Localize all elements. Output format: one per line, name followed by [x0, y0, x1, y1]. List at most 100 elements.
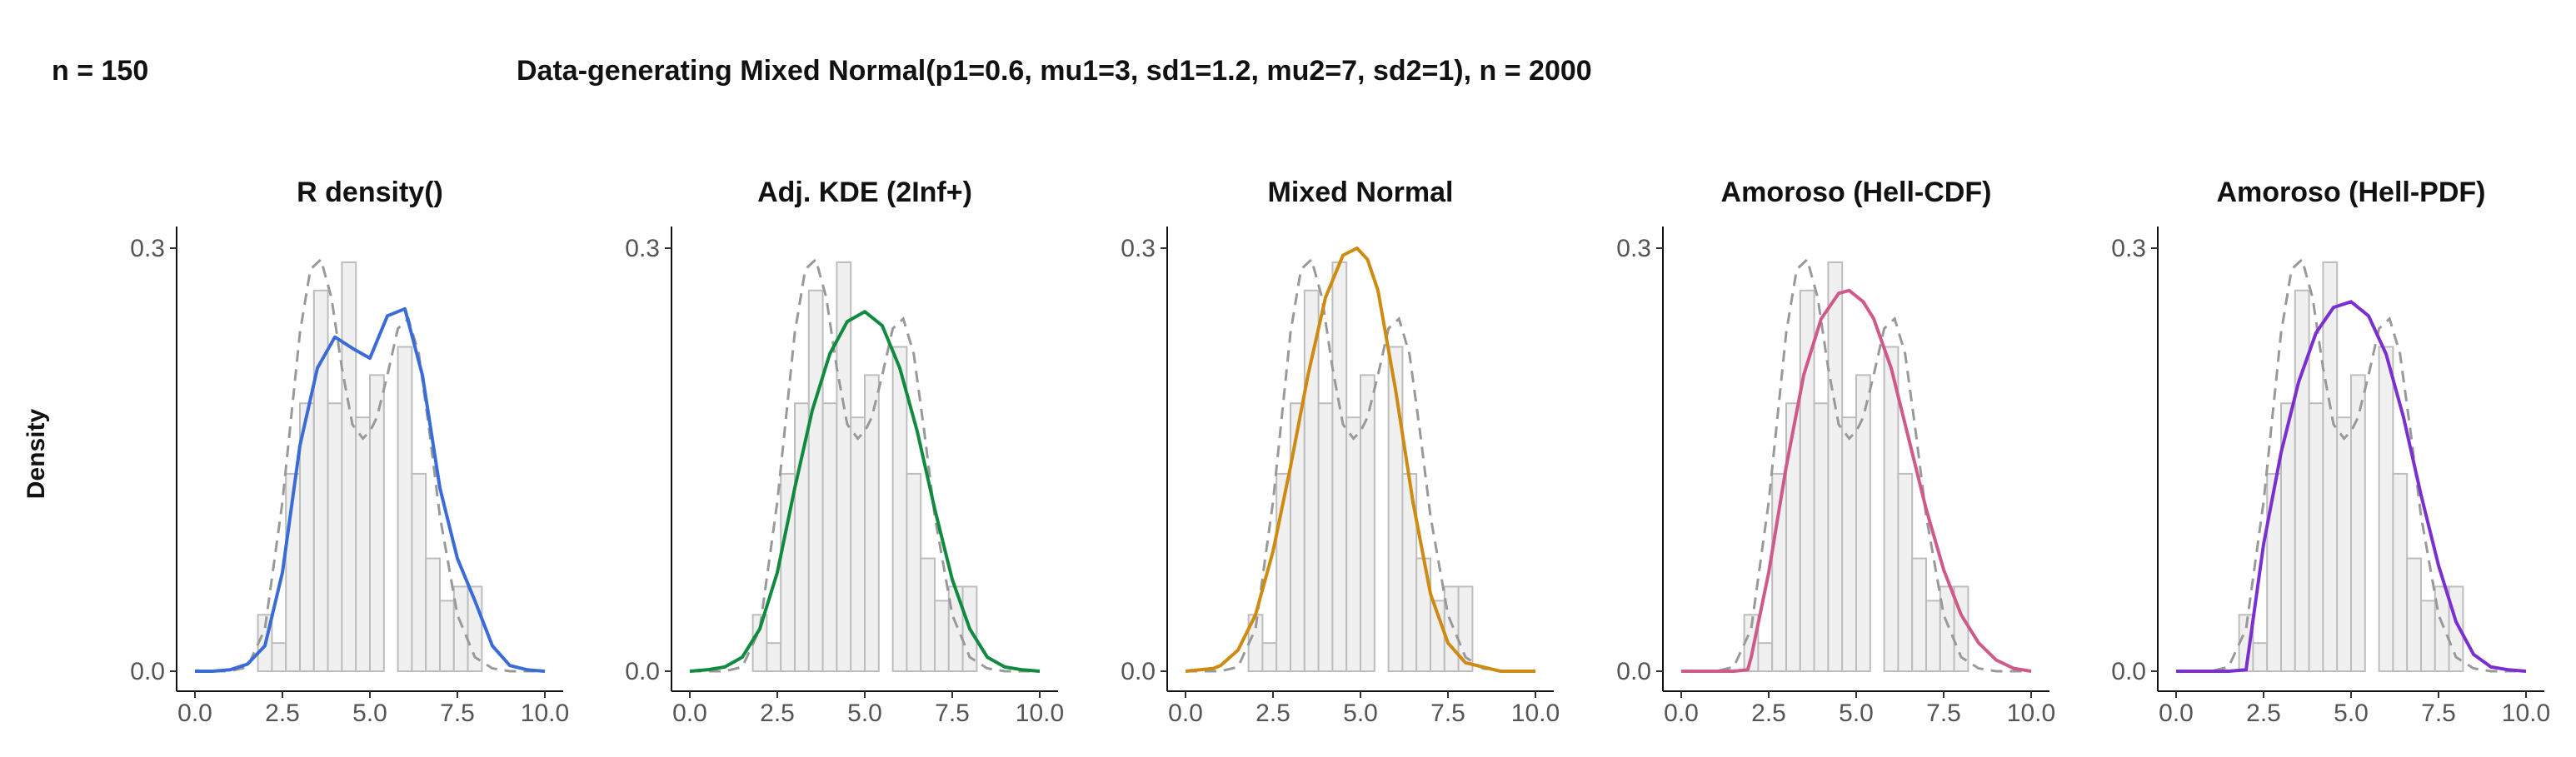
panel-1: R density() 0.0 0.3 0.0 2.5 5.0 7.5 10.0: [130, 177, 569, 727]
y-tick-label: 0.0: [1121, 658, 1156, 685]
histogram-bar: [369, 374, 385, 672]
histogram-bar: [2392, 472, 2409, 673]
histogram-bar: [452, 585, 469, 673]
histogram-bar: [327, 402, 343, 672]
y-tick-label: 0.3: [2111, 235, 2146, 262]
histogram-bar: [1785, 402, 1801, 672]
histogram-bar: [821, 402, 838, 672]
histogram-bar: [2294, 289, 2310, 672]
sample-size-label: n = 150: [52, 55, 149, 87]
x-tick-label: 0.0: [672, 700, 707, 727]
histogram-bar: [836, 261, 852, 672]
histogram-bar: [2420, 600, 2436, 672]
histogram-bar: [439, 600, 455, 672]
histogram-bar: [355, 416, 372, 672]
histogram-bar: [807, 289, 824, 672]
histogram-bar: [2308, 402, 2324, 672]
histogram-bar: [411, 472, 427, 673]
x-tick-label: 7.5: [1430, 700, 1465, 727]
histogram-bar: [920, 557, 936, 672]
panel-title: Adj. KDE (2Inf+): [757, 177, 972, 208]
y-tick-label: 0.3: [130, 235, 165, 262]
histogram-bar: [425, 557, 442, 672]
panel-title: Amoroso (Hell-CDF): [1721, 177, 1992, 208]
x-tick-label: 5.0: [1839, 700, 1874, 727]
panel-3: Mixed Normal 0.0 0.3 0.0 2.5 5.0 7.5 10.0: [1121, 177, 1560, 727]
histogram-bar: [2322, 261, 2339, 672]
y-tick-label: 0.3: [625, 235, 660, 262]
histogram-bar: [794, 402, 810, 672]
x-tick-label: 0.0: [1664, 700, 1699, 727]
x-tick-label: 5.0: [2334, 700, 2369, 727]
x-tick-label: 0.0: [2159, 700, 2194, 727]
histogram-bar: [1813, 402, 1830, 672]
estimated-density-curve: [689, 310, 1041, 673]
histogram-bar: [2336, 416, 2352, 672]
histogram-bar: [864, 374, 880, 672]
histogram-bar: [1855, 374, 1871, 672]
y-tick-label: 0.0: [2111, 658, 2146, 685]
histogram-bar: [891, 346, 908, 672]
histogram-bar: [341, 261, 357, 672]
x-tick-label: 5.0: [1343, 700, 1378, 727]
x-tick-label: 10.0: [1016, 700, 1064, 727]
histogram-bar: [766, 642, 782, 673]
histogram-bar: [2378, 346, 2394, 672]
histogram-bar: [1757, 642, 1774, 673]
x-tick-label: 5.0: [847, 700, 882, 727]
panel-title: Mixed Normal: [1268, 177, 1454, 208]
x-tick-label: 5.0: [352, 700, 387, 727]
histogram-bar: [2252, 642, 2269, 673]
histogram-bar: [2350, 374, 2366, 672]
x-tick-label: 10.0: [521, 700, 569, 727]
x-tick-label: 7.5: [440, 700, 475, 727]
y-tick-label: 0.0: [625, 658, 660, 685]
histogram-bar: [906, 472, 922, 673]
x-tick-label: 10.0: [2007, 700, 2055, 727]
estimated-density-curve: [1681, 288, 2032, 673]
histogram-bar: [1827, 261, 1844, 672]
histogram-bar: [1925, 600, 1941, 672]
panel-4: Amoroso (Hell-CDF) 0.0 0.3 0.0 2.5 5.0 7.5 10.0: [1616, 177, 2055, 727]
x-tick-label: 2.5: [1256, 700, 1290, 727]
panel-title: Amoroso (Hell-PDF): [2217, 177, 2486, 208]
panel-title: R density(): [297, 177, 443, 208]
histogram-bar: [1331, 261, 1348, 672]
histogram-bar: [1317, 402, 1334, 672]
histogram-bar: [1883, 346, 1900, 672]
histogram-bar: [271, 642, 287, 673]
estimated-density-curve: [1185, 247, 1535, 673]
panel-5: Amoroso (Hell-PDF) 0.0 0.3 0.0 2.5 5.0 7.5 10.0: [2111, 177, 2550, 727]
x-tick-label: 0.0: [1168, 700, 1203, 727]
x-tick-label: 7.5: [1926, 700, 1961, 727]
histogram-bar: [934, 600, 950, 672]
panel-2: Adj. KDE (2Inf+) 0.0 0.3 0.0 2.5 5.0 7.5 10.0: [625, 177, 1064, 727]
histogram-bar: [1360, 374, 1375, 672]
y-tick-label: 0.0: [1616, 658, 1651, 685]
histogram-bar: [1290, 402, 1305, 672]
histogram-bar: [1841, 416, 1857, 672]
x-tick-label: 10.0: [2502, 700, 2550, 727]
x-tick-label: 7.5: [935, 700, 970, 727]
x-tick-label: 0.0: [177, 700, 212, 727]
histogram-bar: [397, 346, 413, 672]
histogram-bar: [1911, 557, 1927, 672]
figure-title: Data-generating Mixed Normal(p1=0.6, mu1…: [517, 55, 1592, 87]
x-tick-label: 7.5: [2421, 700, 2456, 727]
histogram-bar: [1443, 585, 1460, 673]
y-tick-label: 0.0: [130, 658, 165, 685]
histogram-bar: [2434, 585, 2450, 673]
histogram-bar: [1261, 642, 1278, 673]
y-tick-label: 0.3: [1121, 235, 1156, 262]
histogram-bar: [2406, 557, 2422, 672]
x-tick-label: 2.5: [2246, 700, 2281, 727]
estimated-density-curve: [195, 306, 546, 673]
histogram-bar: [1939, 585, 1955, 673]
histogram-bar: [1345, 416, 1361, 672]
x-tick-label: 10.0: [1511, 700, 1560, 727]
x-tick-label: 2.5: [760, 700, 795, 727]
y-tick-label: 0.3: [1616, 235, 1651, 262]
histogram-bar: [312, 289, 329, 672]
histogram-bar: [1457, 585, 1474, 673]
